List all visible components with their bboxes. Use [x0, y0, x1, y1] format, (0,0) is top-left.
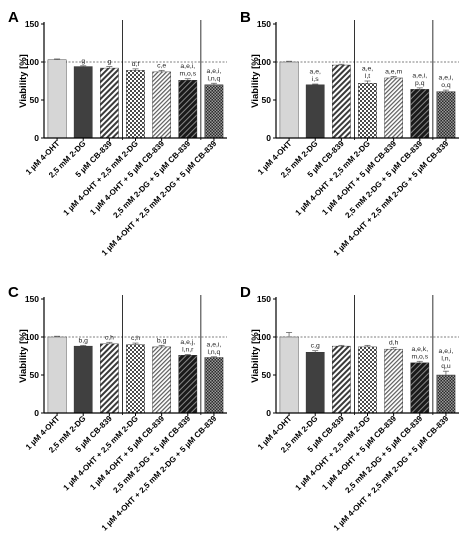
bar — [410, 89, 430, 139]
bar — [358, 346, 377, 414]
bar — [152, 346, 171, 414]
significance-label: c,h — [105, 334, 114, 341]
significance-label: l,t — [365, 73, 370, 80]
significance-label: q,u — [441, 363, 451, 370]
significance-label: i,s — [312, 76, 319, 83]
significance-label: c,h — [131, 335, 140, 342]
bar — [358, 83, 377, 139]
significance-label: c,g — [311, 343, 320, 350]
y-tick-label: 50 — [262, 95, 272, 105]
y-tick-label: 50 — [30, 95, 40, 105]
y-axis-label: Viability [%] — [18, 54, 29, 108]
bar — [152, 71, 171, 139]
bar — [410, 362, 430, 414]
bar — [305, 84, 325, 139]
y-tick-label: 150 — [257, 19, 271, 29]
bar — [126, 344, 145, 414]
significance-label: m,o,s — [179, 71, 196, 78]
significance-label: c,e — [157, 62, 166, 69]
bar — [332, 64, 351, 139]
significance-label: l,n, — [441, 356, 450, 363]
bar — [436, 374, 456, 414]
y-tick-label: 150 — [257, 294, 271, 304]
bar — [384, 77, 403, 139]
significance-label: l,n,r — [182, 346, 194, 353]
significance-label: a,e,i, — [439, 75, 454, 82]
panel-letter: C — [8, 284, 19, 301]
y-tick-label: 0 — [266, 133, 271, 143]
bar — [73, 66, 93, 139]
y-tick-label: 100 — [257, 332, 271, 342]
bar — [305, 351, 325, 414]
y-axis-label: Viability [%] — [18, 329, 29, 383]
y-tick-label: 100 — [25, 57, 39, 67]
bar — [279, 61, 299, 139]
bar — [279, 336, 299, 414]
significance-label: a,e, — [362, 66, 373, 73]
panel-d: D Viability [%] 0 50 100 150 c,g d,h a,e,k,m,o,s… — [240, 284, 459, 533]
bar — [100, 67, 119, 139]
significance-label: a,e, — [310, 69, 321, 76]
y-tick-label: 0 — [34, 408, 39, 418]
bar — [384, 348, 403, 414]
y-tick-label: 50 — [262, 370, 272, 380]
significance-label: p,q — [415, 80, 425, 87]
significance-label: l,n,q — [207, 349, 220, 356]
significance-label: a,e,j, — [180, 339, 195, 346]
bar — [204, 357, 224, 414]
panel-letter: D — [240, 284, 251, 301]
y-tick-label: 150 — [25, 19, 39, 29]
significance-label: a,e,m — [385, 68, 402, 75]
panel-letter: A — [8, 9, 19, 26]
significance-label: a,e,i, — [180, 63, 195, 70]
y-tick-label: 100 — [25, 332, 39, 342]
bar — [204, 84, 224, 139]
panel-letter: B — [240, 9, 251, 26]
significance-label: m,o,s — [411, 353, 428, 360]
bar — [47, 336, 67, 414]
y-tick-label: 100 — [257, 57, 271, 67]
significance-label: d,f — [132, 61, 140, 68]
significance-label: g — [107, 59, 111, 66]
significance-label: d,h — [389, 340, 399, 347]
significance-label: a,e,i, — [439, 348, 454, 355]
bar — [126, 70, 145, 139]
significance-label: a,e,i, — [412, 72, 427, 79]
y-axis-label: Viability [%] — [250, 54, 261, 108]
y-axis-label: Viability [%] — [250, 329, 261, 383]
bar — [73, 345, 93, 414]
y-tick-label: 50 — [30, 370, 40, 380]
bar — [178, 355, 198, 414]
bar — [332, 345, 351, 414]
significance-label: a,e,k, — [411, 346, 428, 353]
y-tick-label: 0 — [266, 408, 271, 418]
significance-label: g — [81, 58, 85, 65]
bar — [100, 343, 119, 414]
panel-c: C Viability [%] 0 50 100 150 b,g c,h c,h b,g a,e,j… — [8, 284, 227, 533]
significance-label: o,q — [441, 82, 451, 89]
significance-label: b,g — [78, 337, 88, 344]
significance-label: b,g — [157, 337, 167, 344]
y-tick-label: 150 — [25, 294, 39, 304]
y-tick-label: 0 — [34, 133, 39, 143]
significance-label: l,n,q — [207, 75, 220, 82]
bar — [178, 80, 198, 139]
significance-label: a,e,i, — [207, 68, 222, 75]
bar — [47, 59, 67, 139]
bar — [436, 91, 456, 139]
significance-label: a,e,i, — [207, 341, 222, 348]
